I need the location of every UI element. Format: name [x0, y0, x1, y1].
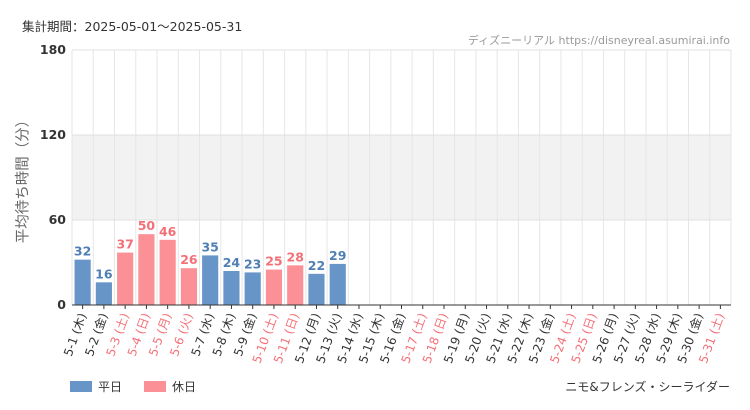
chart-bands	[72, 135, 731, 220]
value-label: 16	[95, 266, 113, 281]
legend-weekday-swatch	[70, 381, 92, 392]
legend-holiday: 休日	[144, 378, 196, 395]
value-label: 22	[308, 258, 325, 273]
chart-y-ticks: 0 60 120 180	[40, 42, 66, 312]
source-credit: ディズニーリアル https://disneyreal.asumirai.inf…	[467, 34, 730, 47]
value-label: 26	[180, 252, 198, 267]
bar-5-10 (土)	[265, 269, 283, 305]
value-label: 37	[116, 237, 133, 252]
value-label: 35	[201, 239, 218, 254]
bar-5-7 (水)	[202, 255, 219, 305]
bar-5-13 (火)	[329, 263, 346, 305]
chart-grid	[71, 49, 732, 306]
bar-5-4 (日)	[138, 234, 155, 305]
bar-5-6 (火)	[180, 268, 197, 305]
period-label: 集計期間：2025-05-01〜2025-05-31	[22, 19, 243, 34]
value-label: 23	[244, 256, 261, 271]
value-label: 28	[287, 249, 304, 264]
attraction-name: ニモ&フレンズ・シーライダー	[565, 380, 730, 394]
y-tick-label: 120	[40, 127, 66, 142]
legend: 平日 休日	[70, 378, 218, 395]
value-label: 32	[74, 244, 91, 259]
legend-holiday-label: 休日	[172, 380, 197, 394]
bar-5-3 (土)	[117, 252, 134, 305]
value-label: 25	[265, 254, 282, 269]
legend-weekday: 平日	[70, 378, 122, 395]
y-tick-label: 180	[40, 42, 66, 57]
band-0	[72, 135, 731, 220]
legend-weekday-label: 平日	[98, 380, 123, 394]
y-tick-label: 60	[49, 212, 67, 227]
bar-5-2 (金)	[95, 282, 112, 305]
legend-holiday-swatch	[144, 381, 167, 392]
chart-x-ticks: 5-1 (木)5-2 (金)5-3 (土)5-4 (日)5-5 (月)5-6 (…	[61, 305, 727, 365]
bar-5-8 (木)	[223, 271, 240, 305]
bar-5-1 (木)	[74, 259, 91, 305]
bar-5-5 (月)	[159, 239, 176, 305]
value-label: 50	[138, 218, 156, 233]
value-label: 29	[329, 248, 346, 263]
chart-bars	[74, 234, 346, 305]
bar-5-11 (日)	[287, 265, 304, 305]
y-tick-label: 0	[57, 297, 66, 312]
value-label: 24	[223, 255, 241, 270]
bar-5-12 (月)	[308, 273, 325, 305]
bar-5-9 (金)	[244, 272, 261, 305]
value-label: 46	[159, 224, 177, 239]
